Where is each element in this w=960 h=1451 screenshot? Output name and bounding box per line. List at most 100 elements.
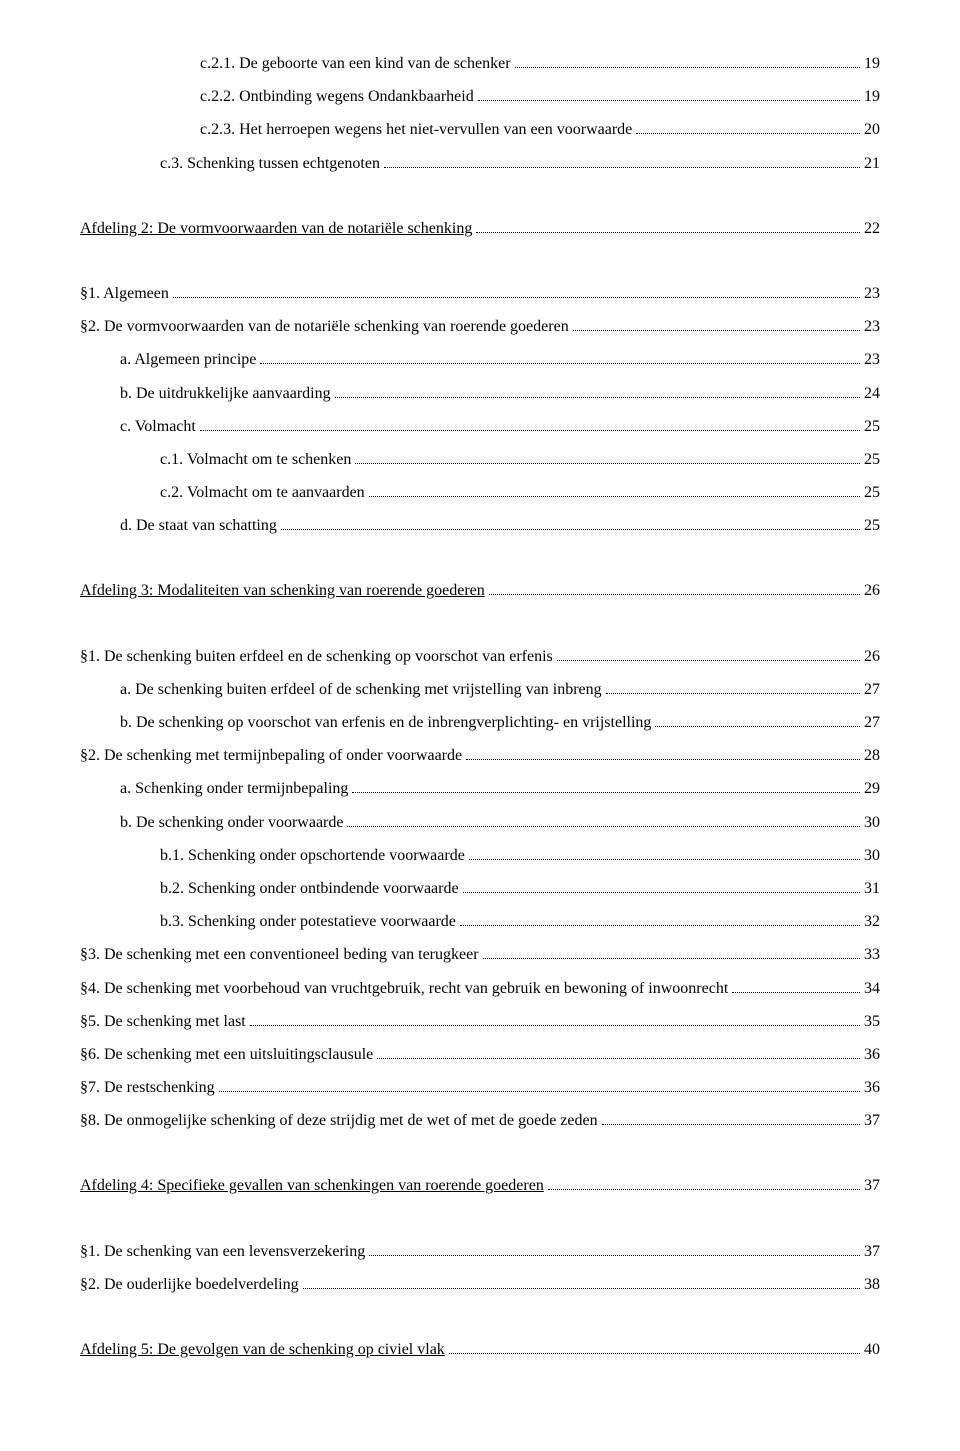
toc-label: §1. Algemeen bbox=[80, 280, 169, 307]
toc-label: c.2.3. Het herroepen wegens het niet-ver… bbox=[200, 116, 632, 143]
toc-entry: b. De schenking op voorschot van erfenis… bbox=[120, 709, 880, 736]
toc-entry: §2. De vormvoorwaarden van de notariële … bbox=[80, 313, 880, 340]
toc-leader-dots bbox=[478, 100, 860, 101]
toc-page-number: 29 bbox=[864, 775, 880, 802]
toc-leader-dots bbox=[463, 892, 860, 893]
toc-leader-dots bbox=[483, 958, 860, 959]
toc-page-number: 35 bbox=[864, 1008, 880, 1035]
toc-leader-dots bbox=[606, 693, 860, 694]
toc-entry: b. De schenking onder voorwaarde30 bbox=[120, 809, 880, 836]
toc-entry: §7. De restschenking36 bbox=[80, 1074, 880, 1101]
toc-label: a. Schenking onder termijnbepaling bbox=[120, 775, 348, 802]
toc-label: §2. De ouderlijke boedelverdeling bbox=[80, 1271, 299, 1298]
toc-leader-dots bbox=[369, 1255, 860, 1256]
toc-entry: §1. Algemeen 23 bbox=[80, 280, 880, 307]
toc-entry: §4. De schenking met voorbehoud van vruc… bbox=[80, 975, 880, 1002]
toc-container: c.2.1. De geboorte van een kind van de s… bbox=[0, 0, 960, 1451]
toc-entry: §2. De ouderlijke boedelverdeling 38 bbox=[80, 1271, 880, 1298]
toc-page-number: 24 bbox=[864, 380, 880, 407]
toc-leader-dots bbox=[732, 992, 860, 993]
toc-heading: Afdeling 4: Specifieke gevallen van sche… bbox=[80, 1172, 880, 1199]
toc-label: §4. De schenking met voorbehoud van vruc… bbox=[80, 975, 728, 1002]
toc-page-number: 25 bbox=[864, 479, 880, 506]
toc-page-number: 23 bbox=[864, 313, 880, 340]
toc-leader-dots bbox=[460, 925, 860, 926]
toc-entry: a. Schenking onder termijnbepaling 29 bbox=[120, 775, 880, 802]
toc-leader-dots bbox=[466, 759, 860, 760]
toc-label: c.2. Volmacht om te aanvaarden bbox=[160, 479, 365, 506]
toc-leader-dots bbox=[347, 826, 860, 827]
toc-leader-dots bbox=[469, 859, 860, 860]
toc-leader-dots bbox=[352, 792, 860, 793]
toc-label: c. Volmacht bbox=[120, 413, 196, 440]
toc-page-number: 27 bbox=[864, 709, 880, 736]
toc-label: §2. De vormvoorwaarden van de notariële … bbox=[80, 313, 569, 340]
toc-label: §1. De schenking van een levensverzekeri… bbox=[80, 1238, 365, 1265]
toc-entry: §3. De schenking met een conventioneel b… bbox=[80, 941, 880, 968]
toc-page-number: 25 bbox=[864, 413, 880, 440]
toc-leader-dots bbox=[250, 1025, 860, 1026]
toc-leader-dots bbox=[303, 1288, 860, 1289]
toc-label: b.1. Schenking onder opschortende voorwa… bbox=[160, 842, 465, 869]
toc-leader-dots bbox=[515, 67, 860, 68]
toc-entry: §1. De schenking buiten erfdeel en de sc… bbox=[80, 643, 880, 670]
toc-page-number: 31 bbox=[864, 875, 880, 902]
toc-entry: c.3. Schenking tussen echtgenoten 21 bbox=[160, 150, 880, 177]
toc-entry: §5. De schenking met last35 bbox=[80, 1008, 880, 1035]
toc-label: c.1. Volmacht om te schenken bbox=[160, 446, 351, 473]
toc-leader-dots bbox=[219, 1091, 860, 1092]
toc-page-number: 25 bbox=[864, 446, 880, 473]
toc-label: §8. De onmogelijke schenking of deze str… bbox=[80, 1107, 598, 1134]
toc-page-number: 22 bbox=[864, 215, 880, 242]
toc-leader-dots bbox=[476, 232, 860, 233]
toc-page-number: 32 bbox=[864, 908, 880, 935]
toc-leader-dots bbox=[355, 463, 860, 464]
toc-label: Afdeling 3: Modaliteiten van schenking v… bbox=[80, 577, 485, 604]
toc-label: Afdeling 2: De vormvoorwaarden van de no… bbox=[80, 215, 472, 242]
toc-label: b.3. Schenking onder potestatieve voorwa… bbox=[160, 908, 456, 935]
toc-entry: §8. De onmogelijke schenking of deze str… bbox=[80, 1107, 880, 1134]
toc-page-number: 37 bbox=[864, 1107, 880, 1134]
toc-heading: Afdeling 3: Modaliteiten van schenking v… bbox=[80, 577, 880, 604]
toc-leader-dots bbox=[384, 167, 860, 168]
toc-leader-dots bbox=[260, 363, 860, 364]
toc-leader-dots bbox=[335, 397, 860, 398]
toc-label: a. Algemeen principe bbox=[120, 346, 256, 373]
toc-entry: b.2. Schenking onder ontbindende voorwaa… bbox=[160, 875, 880, 902]
toc-label: c.2.1. De geboorte van een kind van de s… bbox=[200, 50, 511, 77]
toc-leader-dots bbox=[369, 496, 860, 497]
toc-page-number: 37 bbox=[864, 1238, 880, 1265]
toc-label: c.3. Schenking tussen echtgenoten bbox=[160, 150, 380, 177]
toc-entry: c.2.1. De geboorte van een kind van de s… bbox=[200, 50, 880, 77]
toc-page-number: 40 bbox=[864, 1336, 880, 1363]
toc-entry: b.3. Schenking onder potestatieve voorwa… bbox=[160, 908, 880, 935]
toc-page-number: 21 bbox=[864, 150, 880, 177]
toc-entry: c.2.3. Het herroepen wegens het niet-ver… bbox=[200, 116, 880, 143]
toc-page-number: 38 bbox=[864, 1271, 880, 1298]
toc-entry: §6. De schenking met een uitsluitingscla… bbox=[80, 1041, 880, 1068]
toc-leader-dots bbox=[281, 529, 860, 530]
toc-entry: §1. De schenking van een levensverzekeri… bbox=[80, 1238, 880, 1265]
toc-page-number: 23 bbox=[864, 280, 880, 307]
toc-entry: c.2.2. Ontbinding wegens Ondankbaarheid1… bbox=[200, 83, 880, 110]
toc-leader-dots bbox=[449, 1353, 860, 1354]
toc-entry: b.1. Schenking onder opschortende voorwa… bbox=[160, 842, 880, 869]
toc-entry: c.2. Volmacht om te aanvaarden 25 bbox=[160, 479, 880, 506]
toc-leader-dots bbox=[200, 430, 860, 431]
toc-page-number: 36 bbox=[864, 1074, 880, 1101]
toc-entry: d. De staat van schatting25 bbox=[120, 512, 880, 539]
toc-page-number: 33 bbox=[864, 941, 880, 968]
toc-entry: b. De uitdrukkelijke aanvaarding24 bbox=[120, 380, 880, 407]
toc-leader-dots bbox=[636, 133, 860, 134]
toc-heading: Afdeling 2: De vormvoorwaarden van de no… bbox=[80, 215, 880, 242]
toc-label: §2. De schenking met termijnbepaling of … bbox=[80, 742, 462, 769]
toc-label: Afdeling 5: De gevolgen van de schenking… bbox=[80, 1336, 445, 1363]
toc-page-number: 26 bbox=[864, 577, 880, 604]
toc-page-number: 30 bbox=[864, 809, 880, 836]
toc-page-number: 19 bbox=[864, 50, 880, 77]
toc-label: a. De schenking buiten erfdeel of de sch… bbox=[120, 676, 602, 703]
toc-label: §1. De schenking buiten erfdeel en de sc… bbox=[80, 643, 553, 670]
toc-page-number: 26 bbox=[864, 643, 880, 670]
toc-leader-dots bbox=[557, 660, 860, 661]
toc-page-number: 28 bbox=[864, 742, 880, 769]
